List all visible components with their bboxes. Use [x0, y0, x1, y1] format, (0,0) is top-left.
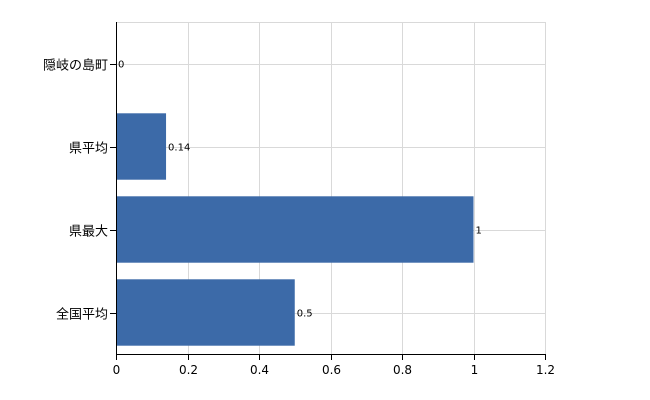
bar — [116, 113, 167, 180]
bar — [116, 196, 474, 263]
category-label: 全国平均 — [56, 307, 108, 323]
x-tick-label: 0.8 — [393, 363, 412, 377]
x-tick-label: 0.6 — [322, 363, 341, 377]
data-label: 0 — [118, 60, 124, 71]
category-label: 隠岐の島町 — [43, 59, 108, 74]
x-tick-label: 0 — [113, 363, 121, 377]
x-tick-label: 0.2 — [179, 363, 198, 377]
x-tick-label: 1.2 — [536, 363, 555, 377]
data-labels: 0 0.14 1 0.5 — [118, 60, 482, 320]
category-label: 県最大 — [69, 225, 108, 240]
data-label: 0.5 — [297, 309, 313, 320]
x-tick-labels: 0 0.2 0.4 0.6 0.8 1 1.2 — [113, 363, 555, 377]
axes — [110, 22, 546, 360]
bars — [116, 113, 474, 346]
category-label: 県平均 — [69, 142, 108, 157]
x-tick-label: 1 — [471, 363, 479, 377]
x-tick-label: 0.4 — [250, 363, 269, 377]
data-label: 1 — [476, 226, 482, 237]
data-label: 0.14 — [168, 143, 190, 154]
bar — [116, 279, 295, 346]
